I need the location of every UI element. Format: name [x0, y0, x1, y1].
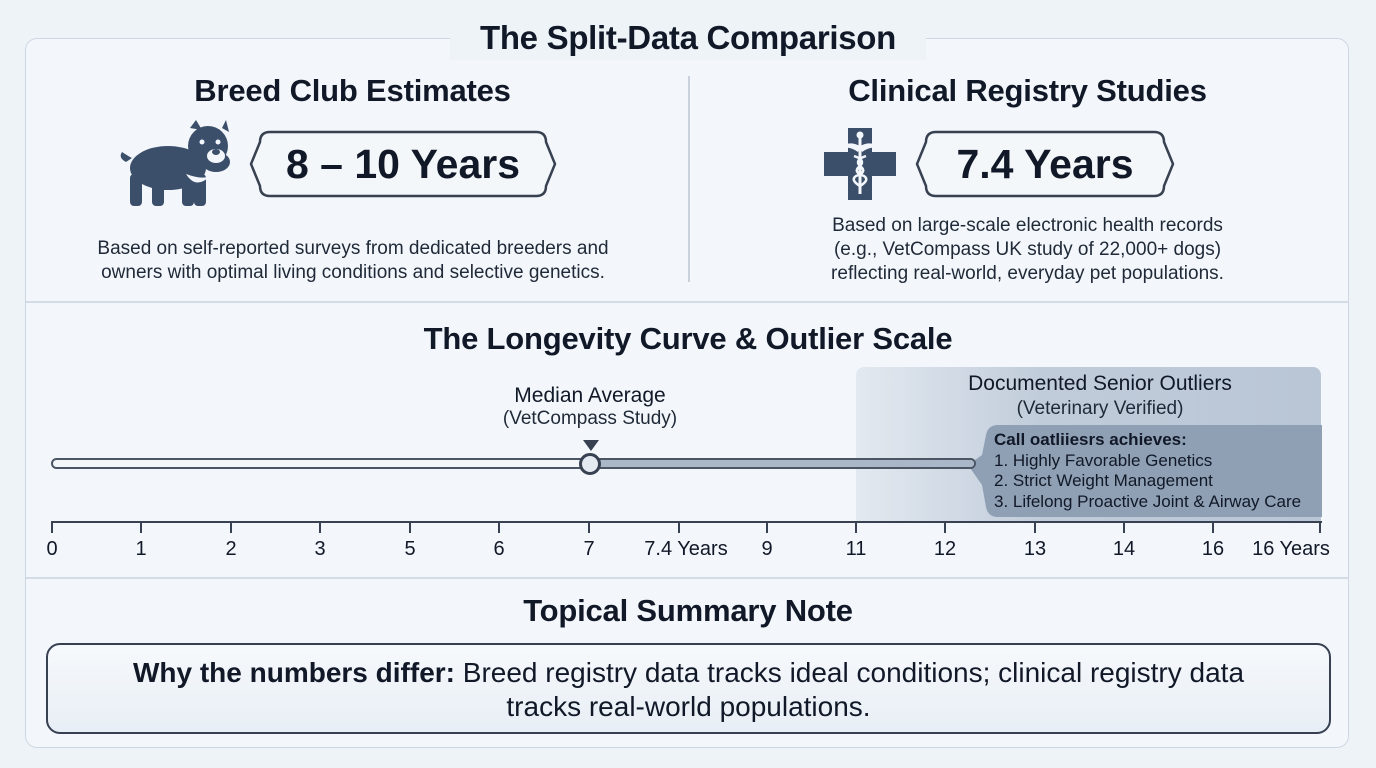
- axis-tick: [230, 521, 232, 533]
- right-value-badge: 7.4 Years: [914, 129, 1176, 199]
- outlier-label: Documented Senior Outliers: [968, 372, 1232, 395]
- axis-tick: [319, 521, 321, 533]
- median-pointer-icon: [583, 440, 599, 451]
- left-description-line-2: owners with optimal living conditions an…: [101, 262, 605, 283]
- summary-heading: Topical Summary Note: [523, 593, 853, 628]
- axis-tick-label: 13: [1023, 538, 1047, 560]
- summary-box: Why the numbers differ: Breed registry d…: [46, 643, 1331, 734]
- axis-tick-label: 7.4 Years: [644, 538, 728, 560]
- longevity-heading: The Longevity Curve & Outlier Scale: [423, 321, 953, 356]
- axis-tick: [409, 521, 411, 533]
- axis-tick: [588, 521, 590, 533]
- left-description-line-1: Based on self-reported surveys from dedi…: [97, 238, 609, 259]
- axis-tick-label: 16 Years: [1252, 538, 1330, 560]
- callout-title: Call oatliiesrs achieves:: [994, 430, 1187, 449]
- axis-tick: [944, 521, 946, 533]
- left-panel-heading: Breed Club Estimates: [194, 73, 511, 108]
- axis-tick-label: 12: [933, 538, 957, 560]
- axis-tick-label: 14: [1112, 538, 1136, 560]
- left-value-badge: 8 – 10 Years: [248, 129, 558, 199]
- right-value-text: 7.4 Years: [956, 140, 1134, 187]
- axis-tick-label: 1: [135, 538, 147, 560]
- bulldog-icon: [116, 118, 232, 214]
- median-sublabel: (VetCompass Study): [502, 408, 678, 429]
- axis-tick-label: 11: [845, 538, 867, 560]
- summary-bold-lead: Why the numbers differ:: [132, 657, 455, 688]
- axis-tick-label: 3: [314, 538, 326, 560]
- axis-tick-label: 9: [761, 538, 773, 560]
- callout-item-1: 1. Highly Favorable Genetics: [994, 450, 1213, 470]
- right-description-line-1: Based on large-scale electronic health r…: [832, 215, 1223, 236]
- summary-line-2: tracks real-world populations.: [506, 691, 871, 722]
- axis-tick: [766, 521, 768, 533]
- axis-tick: [498, 521, 500, 533]
- axis-tick-label: 0: [46, 538, 58, 560]
- summary-text-1: Breed registry data tracks ideal conditi…: [454, 657, 1245, 688]
- left-description: Based on self-reported surveys from dedi…: [52, 237, 654, 285]
- longevity-track: [51, 458, 976, 469]
- outlier-sublabel: (Veterinary Verified): [1016, 398, 1184, 419]
- axis-tick: [1123, 521, 1125, 533]
- axis-tick-label: 5: [404, 538, 416, 560]
- axis-tick-label: 6: [493, 538, 505, 560]
- median-marker: [579, 453, 601, 475]
- summary-line-1: Why the numbers differ: Breed registry d…: [48, 656, 1329, 690]
- axis-tick-label: 16: [1201, 538, 1225, 560]
- left-value-text: 8 – 10 Years: [285, 140, 521, 187]
- axis-tick: [1034, 521, 1036, 533]
- axis-tick: [51, 521, 53, 533]
- outlier-callout: [968, 425, 1322, 517]
- medical-cross-caduceus-icon: [822, 126, 898, 202]
- outlier-callout-text: Call oatliiesrs achieves: 1. Highly Favo…: [994, 430, 1301, 512]
- axis-tick: [1319, 521, 1321, 533]
- median-label: Median Average: [514, 384, 666, 407]
- axis-tick: [855, 521, 857, 533]
- axis-tick: [140, 521, 142, 533]
- axis-tick: [1212, 521, 1214, 533]
- longevity-track-fill: [590, 460, 974, 467]
- divider-top: [26, 301, 1349, 303]
- axis-tick: [678, 521, 680, 533]
- axis-tick-label: 2: [225, 538, 237, 560]
- right-description-line-3: reflecting real-world, everyday pet popu…: [831, 263, 1224, 284]
- callout-item-2: 2. Strict Weight Management: [994, 471, 1213, 490]
- right-panel-heading: Clinical Registry Studies: [848, 73, 1207, 108]
- right-description-line-2: (e.g., VetCompass UK study of 22,000+ do…: [833, 239, 1222, 260]
- divider-bottom: [26, 577, 1349, 579]
- axis-line: [51, 521, 1322, 523]
- main-title: The Split-Data Comparison: [450, 16, 926, 60]
- callout-item-3: 3. Lifelong Proactive Joint & Airway Car…: [994, 491, 1302, 511]
- divider-vertical: [688, 76, 690, 282]
- axis-tick-label: 7: [583, 538, 595, 560]
- right-description: Based on large-scale electronic health r…: [760, 214, 1295, 286]
